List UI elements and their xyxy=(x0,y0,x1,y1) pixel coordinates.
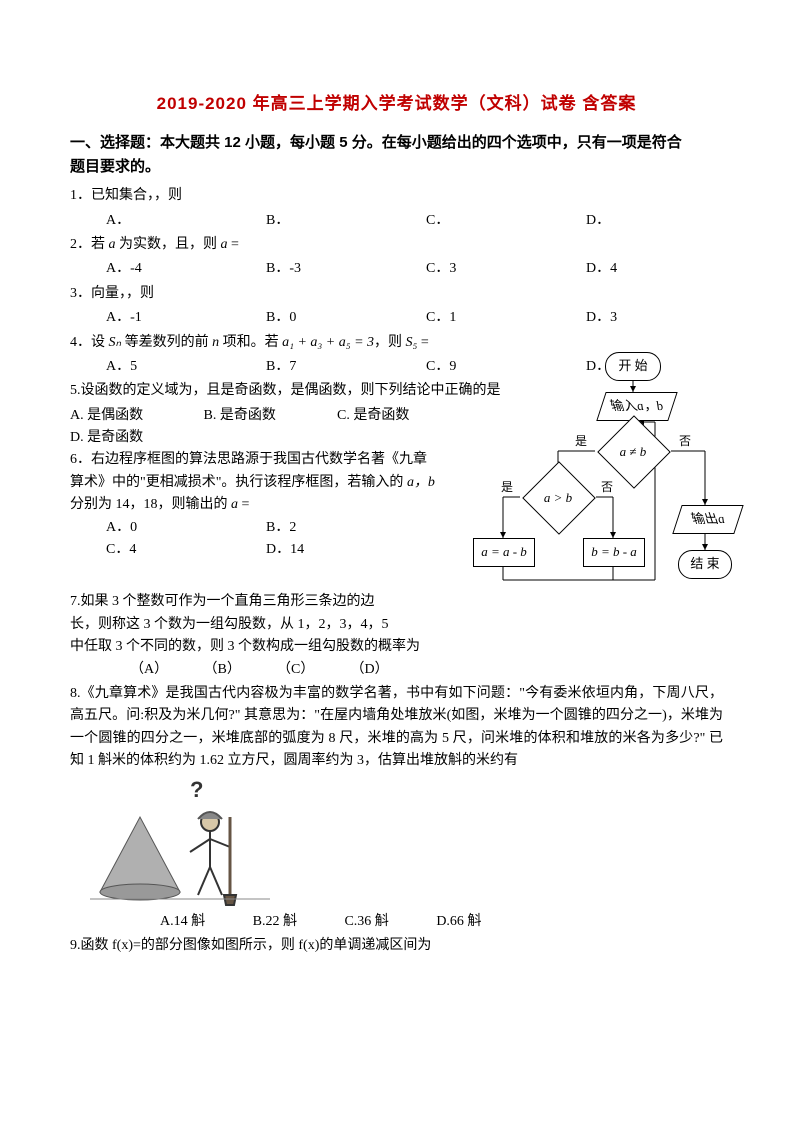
fc-assign2: b = b - a xyxy=(583,538,645,567)
fc-input: 输入 a，b xyxy=(596,392,677,421)
q8-optD: D.66 斛 xyxy=(436,911,481,933)
q7-optC: （C） xyxy=(277,659,347,681)
q3-optB: B．0 xyxy=(266,307,426,329)
q6-options-row2: C．4 D．14 xyxy=(70,539,450,561)
q3-optC: C．1 xyxy=(426,307,586,329)
flowchart: 开 始 输入 a，b a ≠ b 是 否 a > b 是 否 a = a - b… xyxy=(483,350,743,630)
fc-end: 结 束 xyxy=(678,550,732,579)
q2-optA: A．-4 xyxy=(106,258,266,280)
q2-stem-post: 为实数，且，则 xyxy=(116,237,221,252)
q6-line3-var: a xyxy=(231,497,238,512)
q3-optD: D．3 xyxy=(586,307,686,329)
q2-eq: = xyxy=(228,237,239,252)
q4-mid3: ，则 xyxy=(374,335,406,350)
q6-line2: 算术》中的"更相减损术"。执行该程序框图，若输入的 xyxy=(70,475,407,490)
q7-optD: （D） xyxy=(351,659,421,681)
q8-optC: C.36 斛 xyxy=(344,911,388,933)
q1-optC: C． xyxy=(426,210,586,232)
q7-optA: （A） xyxy=(130,659,200,681)
q6-options-row1: A．0 B．2 xyxy=(70,517,450,539)
q3-optA: A．-1 xyxy=(106,307,266,329)
q7-line3: 中任取 3 个不同的数，则 3 个数构成一组勾股数的概率为 xyxy=(70,636,723,658)
q6-line3-eq: = xyxy=(238,497,249,512)
q4-Sn: Sₙ xyxy=(109,335,125,350)
q6-optC: C．4 xyxy=(106,539,266,561)
q4-mid: 等差数列的前 xyxy=(125,335,213,350)
q8-options: A.14 斛 B.22 斛 C.36 斛 D.66 斛 xyxy=(70,911,723,933)
q8-illustration: ? xyxy=(90,777,270,907)
question-8: 8.《九章算术》是我国古代内容极为丰富的数学名著，书中有如下问题："今有委米依垣… xyxy=(70,683,723,773)
q2-var-a2: a xyxy=(221,237,228,252)
q6-line2-var: a，b xyxy=(407,475,435,490)
q1-options: A． B． C． D． xyxy=(70,210,723,232)
svg-text:?: ? xyxy=(190,777,203,802)
q4-optB: B．7 xyxy=(266,356,426,378)
q6-line3-pre: 分别为 14，18，则输出的 xyxy=(70,497,231,512)
fc-cond1: a ≠ b xyxy=(595,432,671,470)
q4-pre: 4．设 xyxy=(70,335,109,350)
q1-optD: D． xyxy=(586,210,686,232)
question-6: 6．右边程序框图的算法思路源于我国古代数学名著《九章 算术》中的"更相减损术"。… xyxy=(70,449,450,561)
fc-cond2-yes: 是 xyxy=(501,478,513,497)
q2-optC: C．3 xyxy=(426,258,586,280)
q6-optB: B．2 xyxy=(266,517,426,539)
q3-options: A．-1 B．0 C．1 D．3 xyxy=(70,307,723,329)
q5-optD: D. 是奇函数 xyxy=(70,427,143,449)
q4-S5: S₅ xyxy=(406,335,418,350)
q5-optA: A. 是偶函数 xyxy=(70,405,200,427)
question-2: 2．若 a 为实数，且，则 a = xyxy=(70,234,723,256)
fc-assign1: a = a - b xyxy=(473,538,535,567)
q5-optC: C. 是奇函数 xyxy=(337,405,457,427)
section-heading-line1: 一、选择题：本大题共 12 小题，每小题 5 分。在每小题给出的四个选项中，只有… xyxy=(70,134,682,151)
fc-cond1-no: 否 xyxy=(679,432,691,451)
q8-optB: B.22 斛 xyxy=(253,911,297,933)
section-heading: 一、选择题：本大题共 12 小题，每小题 5 分。在每小题给出的四个选项中，只有… xyxy=(70,131,723,179)
fc-cond1-label: a ≠ b xyxy=(595,442,671,463)
fc-output: 输出 a xyxy=(672,505,743,534)
q4-eq: = xyxy=(417,335,428,350)
fc-cond2-no: 否 xyxy=(601,478,613,497)
question-9: 9.函数 f(x)=的部分图像如图所示，则 f(x)的单调递减区间为 xyxy=(70,935,723,957)
q1-optB: B． xyxy=(266,210,426,232)
q7-optB: （B） xyxy=(204,659,274,681)
fc-input-var: a，b xyxy=(634,396,667,417)
page-title: 2019-2020 年高三上学期入学考试数学（文科）试卷 含答案 xyxy=(70,90,723,117)
fc-cond2: a > b xyxy=(520,478,596,516)
question-3: 3．向量，，则 xyxy=(70,283,723,305)
q2-optD: D．4 xyxy=(586,258,686,280)
q4-expr: a₁ + a₃ + a₅ = 3 xyxy=(282,335,374,350)
q1-optA: A． xyxy=(106,210,266,232)
q2-var-a: a xyxy=(109,237,116,252)
q5-optB: B. 是奇函数 xyxy=(204,405,334,427)
q1-stem: 1．已知集合，，则 xyxy=(70,188,182,203)
q2-stem-pre: 2．若 xyxy=(70,237,109,252)
q6-line1: 6．右边程序框图的算法思路源于我国古代数学名著《九章 xyxy=(70,449,450,471)
q7-line1: 7.如果 3 个整数可作为一个直角三角形三条边的边 xyxy=(70,591,450,613)
q4-mid2: 项和。若 xyxy=(219,335,282,350)
fc-cond2-label: a > b xyxy=(520,488,596,509)
q6-optA: A．0 xyxy=(106,517,266,539)
q4-optA: A．5 xyxy=(106,356,266,378)
q2-options: A．-4 B．-3 C．3 D．4 xyxy=(70,258,723,280)
q7-line2: 长，则称这 3 个数为一组勾股数，从 1，2，3，4，5 xyxy=(70,614,450,636)
fc-cond1-yes: 是 xyxy=(575,432,587,451)
fc-start: 开 始 xyxy=(605,352,661,381)
question-1: 1．已知集合，，则 xyxy=(70,185,723,207)
section-heading-line2: 题目要求的。 xyxy=(70,158,160,175)
q2-optB: B．-3 xyxy=(266,258,426,280)
q8-optA: A.14 斛 xyxy=(160,911,205,933)
q6-optD: D．14 xyxy=(266,539,426,561)
q7-options: （A） （B） （C） （D） xyxy=(70,659,723,681)
